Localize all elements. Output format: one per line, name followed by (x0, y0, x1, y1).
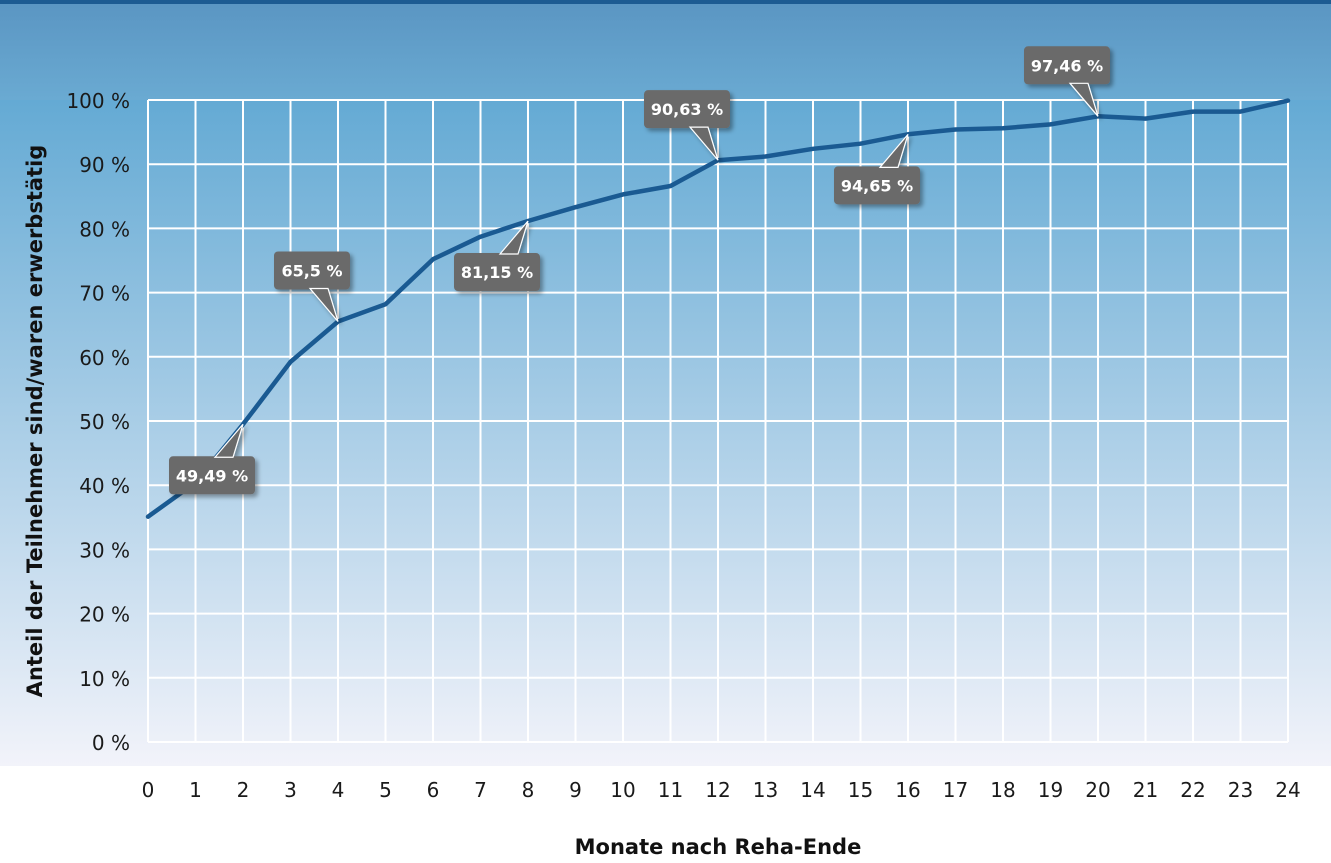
y-tick-label: 90 % (79, 153, 130, 177)
x-tick-label: 1 (189, 778, 202, 802)
x-tick-label: 5 (379, 778, 392, 802)
callout-box (454, 253, 540, 292)
x-axis-title: Monate nach Reha-Ende (575, 835, 862, 859)
header-band (0, 0, 1331, 100)
top-rule (0, 0, 1331, 4)
callout: 97,46 % (1024, 46, 1110, 117)
callout-pointer (878, 133, 909, 168)
x-tick-label: 13 (753, 778, 778, 802)
x-tick-label: 0 (142, 778, 155, 802)
callout-pointer (308, 287, 339, 322)
x-tick-label: 20 (1085, 778, 1110, 802)
x-tick-label: 3 (284, 778, 297, 802)
x-tick-label: 22 (1180, 778, 1205, 802)
y-axis-ticks: 0 % 10 % 20 % 30 % 40 % 50 % 60 % 70 % 80 % 90 % 1… (66, 89, 130, 755)
callout-label: 49,49 % (176, 466, 248, 485)
x-tick-label: 8 (522, 778, 535, 802)
callout-label: 65,5 % (281, 261, 342, 280)
callout-box (1024, 46, 1110, 85)
callout-box (644, 90, 730, 129)
y-tick-label: 60 % (79, 346, 130, 370)
y-tick-label: 40 % (79, 474, 130, 498)
callout: 81,15 % (454, 220, 540, 292)
callout: 90,63 % (644, 90, 730, 161)
callouts: 49,49 % 65,5 % 81,15 % 90,63 % 94,65 % 97,46 … (169, 46, 1110, 495)
y-tick-label: 50 % (79, 410, 130, 434)
x-tick-label: 14 (800, 778, 825, 802)
plot-background (0, 100, 1331, 766)
y-axis-title: Anteil der Teilnehmer sind/waren erwerbs… (23, 145, 47, 698)
callout-box (834, 166, 920, 205)
callout-label: 97,46 % (1031, 56, 1103, 75)
x-tick-label: 4 (332, 778, 345, 802)
callout-label: 90,63 % (651, 100, 723, 119)
callout: 94,65 % (834, 133, 920, 205)
x-tick-label: 17 (943, 778, 968, 802)
x-tick-label: 16 (895, 778, 920, 802)
callout-pointer (213, 423, 244, 458)
callout-label: 94,65 % (841, 176, 913, 195)
callout-box (169, 456, 255, 495)
x-tick-label: 6 (427, 778, 440, 802)
callout-label: 81,15 % (461, 263, 533, 282)
callout-box (274, 251, 350, 290)
x-tick-label: 10 (610, 778, 635, 802)
x-tick-label: 15 (848, 778, 873, 802)
x-tick-label: 18 (990, 778, 1015, 802)
y-tick-label: 20 % (79, 603, 130, 627)
x-tick-label: 19 (1038, 778, 1063, 802)
x-tick-label: 9 (569, 778, 582, 802)
x-tick-label: 2 (237, 778, 250, 802)
callout: 65,5 % (274, 251, 350, 322)
y-tick-label: 80 % (79, 217, 130, 241)
callout-pointer (688, 126, 719, 161)
y-tick-label: 100 % (66, 89, 130, 113)
callout: 49,49 % (169, 423, 255, 495)
y-tick-label: 30 % (79, 538, 130, 562)
x-tick-label: 23 (1228, 778, 1253, 802)
x-tick-label: 21 (1133, 778, 1158, 802)
y-tick-label: 0 % (92, 731, 130, 755)
y-tick-label: 70 % (79, 282, 130, 306)
callout-pointer (1068, 82, 1099, 117)
x-tick-label: 12 (705, 778, 730, 802)
x-axis-ticks: 0 1 2 3 4 5 6 7 8 9 10 11 12 13 14 15 16 17 18 19 20 21 22 23 24 (142, 778, 1301, 802)
x-tick-label: 24 (1275, 778, 1300, 802)
y-tick-label: 10 % (79, 667, 130, 691)
x-tick-label: 7 (474, 778, 487, 802)
callout-pointer (498, 220, 529, 255)
x-tick-label: 11 (658, 778, 683, 802)
